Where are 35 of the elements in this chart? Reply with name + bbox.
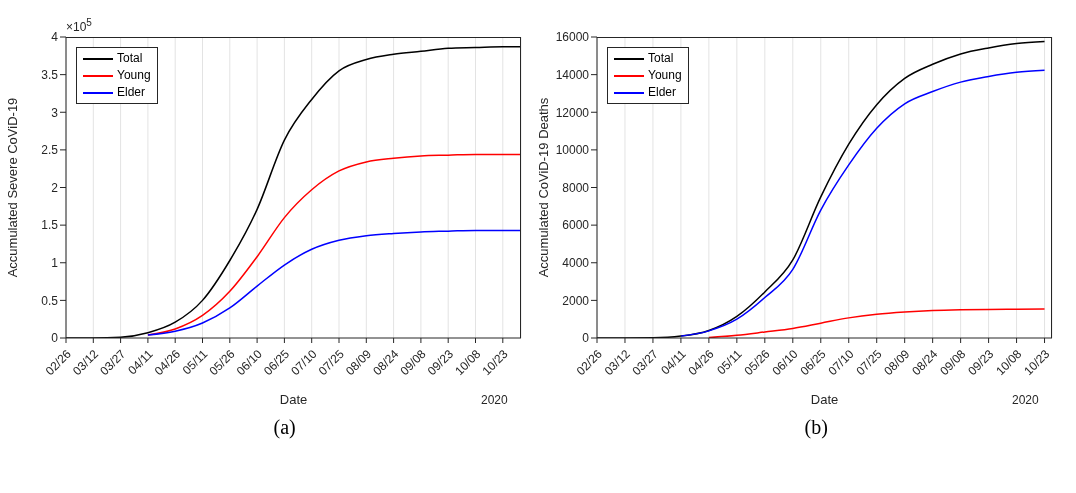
y-tick-label: 4 (51, 30, 59, 45)
y-tick-label: 6000 (562, 218, 590, 233)
line-series (147, 229, 521, 336)
y-tick-label: 8000 (562, 180, 590, 195)
y-tick-label: 0.5 (41, 293, 59, 308)
text: (a) (273, 416, 296, 439)
x-axis-title: Date (279, 392, 308, 407)
legend-label: Elder (648, 84, 677, 101)
y-tick-label: 1 (51, 256, 59, 271)
legend-label: Total (117, 50, 143, 67)
text: ×10$^{5}$ (66, 17, 92, 34)
text: (b) (804, 416, 828, 439)
y-tick-label: 10000 (555, 143, 590, 158)
y-tick-label: 2.5 (41, 143, 59, 158)
legend-label: Young (117, 67, 151, 84)
y-tick-label: 0 (51, 331, 59, 346)
x-axis-title: Date (810, 392, 839, 407)
text: 2020 (481, 393, 508, 407)
legend-label: Total (648, 50, 674, 67)
y-tick-label: 2000 (562, 293, 590, 308)
legend-label: Elder (117, 84, 146, 101)
line-series (680, 69, 1046, 337)
y-axis-title: Accumulated Severe CoViD-19 (4, 97, 20, 278)
y-tick-label: 3 (51, 105, 59, 120)
text: 2020 (1012, 393, 1039, 407)
y-tick-label: 3.5 (41, 67, 59, 82)
y-tick-label: 12000 (555, 105, 590, 120)
y-tick-label: 2 (51, 180, 59, 195)
legend-label: Young (648, 67, 682, 84)
y-tick-label: 16000 (555, 30, 590, 45)
y-tick-label: 1.5 (41, 218, 59, 233)
y-tick-label: 14000 (555, 67, 590, 82)
y-tick-label: 0 (582, 331, 590, 346)
y-tick-label: 4000 (562, 256, 590, 271)
y-axis-title: Accumulated CoViD-19 Deaths (535, 97, 551, 278)
